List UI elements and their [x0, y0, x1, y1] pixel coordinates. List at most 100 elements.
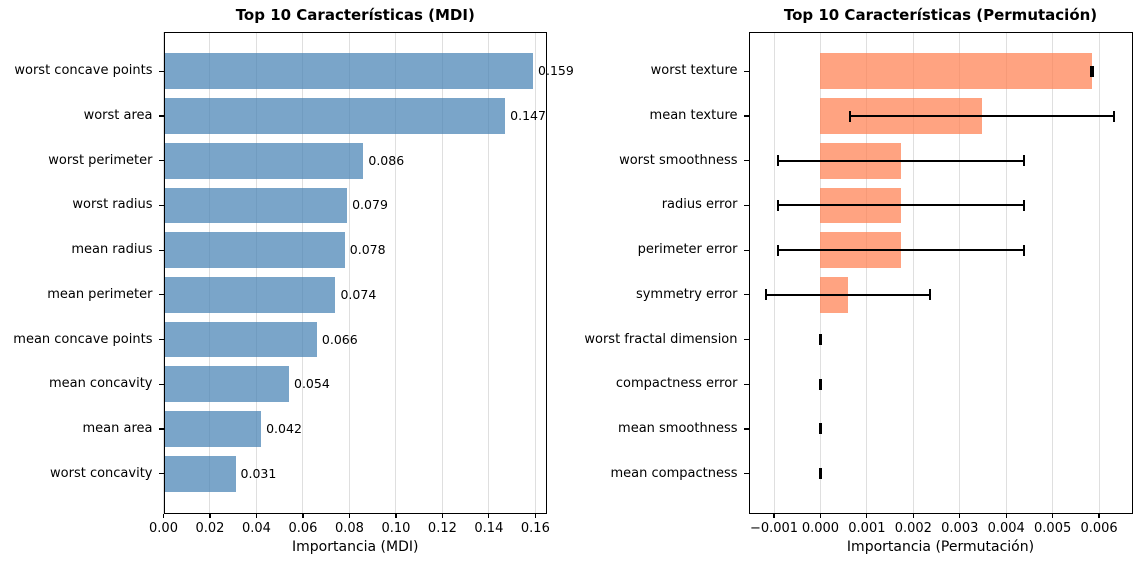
bar: [163, 455, 236, 492]
value-label: 0.147: [510, 108, 546, 123]
gridline: [866, 31, 868, 514]
bar: [820, 53, 1093, 90]
x-tick-label: 0.001: [848, 521, 886, 536]
gridline: [302, 31, 304, 514]
category-label: mean radius: [71, 242, 153, 258]
value-label: 0.031: [240, 465, 277, 481]
value-label: 0.074: [340, 286, 377, 302]
category-label: worst radius: [72, 197, 153, 213]
error-bar-cap: [1023, 155, 1026, 167]
x-tick-label: 0.06: [288, 521, 318, 536]
category-label: worst perimeter: [48, 152, 153, 168]
y-tick: [744, 383, 749, 385]
y-tick: [159, 160, 164, 162]
y-tick: [744, 204, 749, 207]
category-label: worst smoothness: [619, 152, 738, 168]
x-tick: [1005, 513, 1007, 518]
y-tick: [744, 160, 749, 162]
gridline: [395, 31, 397, 514]
error-bar-cap: [1023, 244, 1026, 256]
y-tick: [159, 115, 164, 117]
x-tick-label: 0.04: [241, 521, 271, 536]
bar: [163, 366, 289, 403]
x-tick-label: 0.14: [474, 521, 504, 536]
value-label: 0.042: [266, 420, 302, 436]
value-label: 0.066: [321, 331, 358, 347]
x-tick-label: 0.00: [149, 521, 178, 536]
category-label: worst area: [83, 108, 153, 123]
category-label: radius error: [661, 197, 738, 213]
y-tick: [159, 473, 164, 475]
gridline: [819, 31, 821, 514]
x-tick-label: −0.001: [749, 521, 799, 536]
x-tick-label: 0.006: [1080, 521, 1118, 536]
x-tick-label: 0.08: [334, 521, 364, 536]
error-bar-cap: [765, 289, 768, 301]
gridline: [209, 31, 211, 514]
category-label: mean area: [82, 420, 153, 436]
x-tick: [488, 513, 490, 518]
y-tick: [159, 249, 164, 251]
bar: [163, 321, 317, 358]
error-bar-cap: [820, 423, 823, 435]
value-label: 0.078: [349, 242, 386, 258]
x-tick: [534, 513, 536, 518]
x-tick: [255, 513, 258, 518]
chart-title: Top 10 Características (MDI): [235, 6, 475, 24]
x-tick: [302, 513, 304, 518]
x-tick-label: 0.005: [1034, 521, 1072, 536]
x-tick-label: 0.12: [427, 521, 457, 536]
y-tick: [744, 70, 749, 72]
error-bar-line: [766, 293, 930, 296]
x-tick: [441, 513, 443, 518]
error-bar-cap: [820, 468, 823, 480]
gridline: [912, 31, 914, 514]
category-label: worst concavity: [50, 465, 153, 481]
x-tick: [348, 513, 351, 518]
error-bar-line: [1090, 70, 1094, 73]
y-tick: [744, 294, 749, 296]
x-tick-label: 0.002: [894, 521, 932, 536]
gridline: [441, 31, 443, 514]
error-bar-line: [778, 159, 1025, 162]
gridline: [1098, 31, 1100, 514]
y-tick: [744, 249, 749, 251]
x-tick-label: 0.02: [195, 521, 225, 536]
x-tick-label: 0.003: [941, 521, 979, 536]
category-label: symmetry error: [635, 286, 738, 302]
error-bar-cap: [848, 110, 851, 122]
y-tick: [744, 428, 749, 430]
y-tick: [744, 338, 749, 341]
y-tick: [159, 428, 164, 430]
bar: [163, 187, 348, 224]
value-label: 0.086: [368, 152, 405, 168]
error-bar-cap: [777, 244, 780, 256]
y-tick: [159, 338, 164, 341]
gridline: [773, 31, 775, 514]
gridline: [959, 31, 961, 514]
category-label: mean smoothness: [618, 420, 738, 436]
x-axis-label: Importancia (Permutación): [846, 539, 1035, 555]
error-bar-line: [778, 204, 1025, 207]
bar: [163, 232, 345, 269]
error-bar-line: [849, 115, 1115, 117]
value-label: 0.079: [352, 197, 388, 213]
gridline: [488, 31, 490, 514]
x-tick: [162, 513, 165, 518]
category-label: worst concave points: [14, 63, 153, 79]
x-tick: [209, 513, 211, 518]
y-tick: [744, 473, 749, 475]
x-tick: [395, 513, 397, 518]
y-tick: [744, 115, 749, 117]
category-label: mean compactness: [610, 465, 738, 481]
error-bar-cap: [818, 423, 821, 435]
gridline: [255, 31, 257, 514]
error-bar-cap: [928, 289, 931, 301]
chart-title: Top 10 Características (Permutación): [783, 6, 1098, 24]
error-bar-cap: [1092, 65, 1095, 77]
error-bar-cap: [1089, 65, 1092, 77]
bar: [163, 411, 262, 447]
gridline: [1005, 31, 1007, 514]
